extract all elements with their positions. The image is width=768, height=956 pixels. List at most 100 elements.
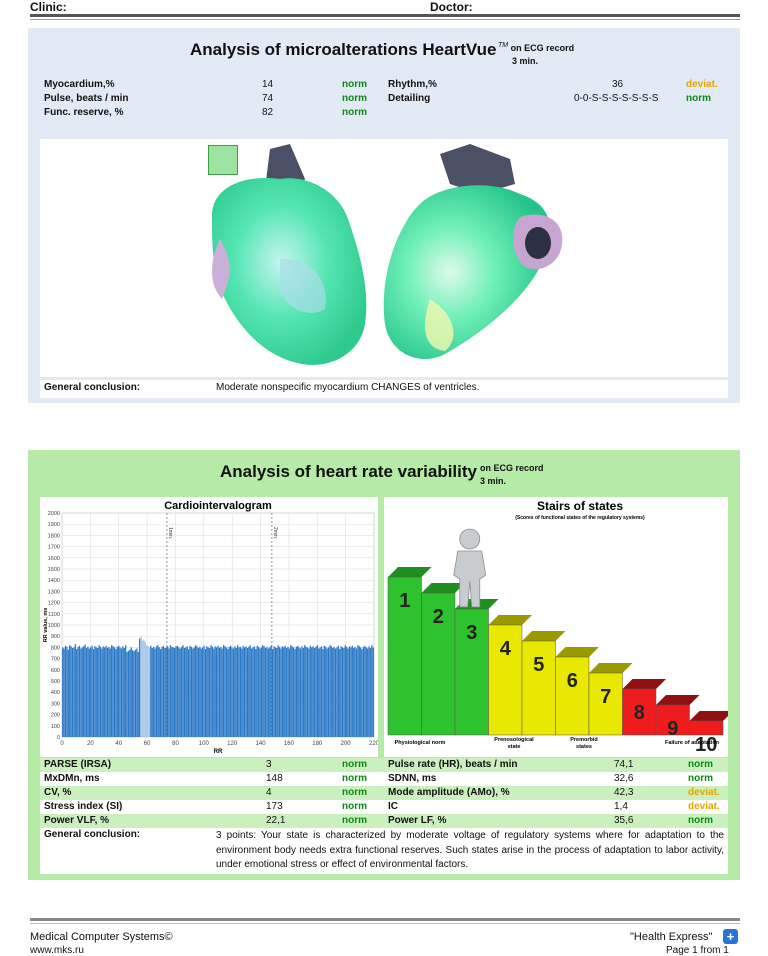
conclusion2-label: General conclusion: <box>44 829 141 840</box>
rr-bar <box>199 646 201 737</box>
rr-bar <box>311 647 313 737</box>
metric-status: norm <box>686 93 711 104</box>
hrv-table-row: MxDMn, ms 148 norm SDNN, ms 32,6 norm <box>40 772 728 786</box>
rr-bar <box>270 645 272 737</box>
rr-bar <box>287 646 289 737</box>
rr-bar <box>319 647 321 737</box>
rr-bar <box>306 647 309 737</box>
heartvue-subtitle-line2: 3 min. <box>512 56 539 66</box>
rr-bar <box>318 648 320 737</box>
heart-3d-model-icon <box>211 144 563 365</box>
rr-bar <box>151 647 153 737</box>
rr-bar <box>105 645 107 737</box>
stair-number: 6 <box>567 670 578 692</box>
hrv-right-value: 32,6 <box>614 773 634 784</box>
metric-label: Pulse, beats / min <box>44 93 129 104</box>
rr-bar <box>351 645 353 737</box>
rr-bar <box>278 646 281 737</box>
rr-bar <box>337 645 339 737</box>
stair-top <box>656 695 700 705</box>
rr-bar <box>255 649 257 737</box>
tm-mark: TM <box>498 42 509 49</box>
rr-bar <box>164 647 166 737</box>
rr-bar <box>305 646 307 737</box>
rr-bar <box>273 646 275 737</box>
rr-bar <box>108 646 110 737</box>
rr-bar <box>292 647 295 737</box>
x-tick-label: 160 <box>284 741 295 747</box>
rr-bar <box>73 647 75 737</box>
y-tick-label: 1300 <box>48 589 60 595</box>
hrv-right-label: IC <box>388 801 398 812</box>
metric-status: norm <box>342 93 367 104</box>
rr-bar <box>90 647 92 737</box>
rr-bar <box>281 646 283 737</box>
y-tick-label: 100 <box>51 724 60 730</box>
rr-bar <box>196 646 198 737</box>
conclusion-label: General conclusion: <box>44 382 141 393</box>
rr-bar <box>344 645 346 737</box>
stair-category-label: Failure of adaptation <box>665 740 720 746</box>
x-axis-label: RR <box>214 749 223 755</box>
y-tick-label: 500 <box>51 679 60 685</box>
y-axis-label: RR value, ms <box>43 608 49 643</box>
x-tick-label: 80 <box>172 741 179 747</box>
hrv-right-label: Pulse rate (HR), beats / min <box>388 759 518 770</box>
metric-value: 36 <box>612 79 624 90</box>
rr-bar <box>357 645 359 737</box>
rr-bar <box>325 646 327 737</box>
hrv-right-value: 1,4 <box>614 801 628 812</box>
stair-top <box>522 631 566 641</box>
footer-url[interactable]: www.mks.ru <box>30 945 84 956</box>
stair-top <box>689 711 733 721</box>
y-tick-label: 1100 <box>48 612 60 618</box>
rr-bar <box>119 647 121 737</box>
rr-bar <box>91 645 93 737</box>
rr-bar <box>189 645 191 737</box>
metric-value: 74 <box>262 93 274 104</box>
stair-step <box>588 672 623 736</box>
hrv-left-value: 173 <box>266 801 283 812</box>
hrv-table-row: Power VLF, % 22,1 norm Power LF, % 35,6 norm <box>40 814 728 828</box>
x-tick-label: 180 <box>312 741 323 747</box>
rr-bar <box>313 647 316 737</box>
rr-bar <box>340 646 342 737</box>
hrv-left-value: 3 <box>266 759 272 770</box>
rr-bar <box>283 647 285 737</box>
rr-bar <box>365 647 367 737</box>
hrv-left-label: CV, % <box>44 787 72 798</box>
rr-bar <box>92 649 95 737</box>
x-tick-label: 140 <box>256 741 267 747</box>
rr-bar <box>369 647 372 737</box>
rr-bar <box>183 647 186 737</box>
rr-bar <box>118 645 120 737</box>
rr-bar <box>213 648 215 737</box>
rr-bar <box>99 646 102 737</box>
stairs-title: Stairs of states <box>537 499 623 513</box>
hrv-subtitle-line2: 3 min. <box>480 476 507 486</box>
y-tick-label: 1700 <box>48 545 60 551</box>
y-tick-label: 1500 <box>48 567 60 573</box>
rr-bar <box>218 647 221 737</box>
rr-bar <box>81 647 83 737</box>
rr-bar <box>360 647 362 737</box>
rr-bar <box>271 649 274 737</box>
rr-bar <box>122 646 124 737</box>
y-tick-label: 900 <box>51 634 60 640</box>
stair-category-label: Physiological norm <box>395 740 446 746</box>
metric-value: 82 <box>262 107 274 118</box>
rr-bar <box>245 646 247 737</box>
rr-bar <box>70 646 72 737</box>
hrv-right-label: SDNN, ms <box>388 773 437 784</box>
rr-bar <box>309 645 311 737</box>
rr-bar <box>201 647 204 737</box>
hrv-subtitle-line1: on ECG record <box>480 463 544 473</box>
cardiointervalogram-panel: Cardiointervalogram 0 100 200 300 400 500 600 70… <box>40 497 380 757</box>
rr-bar <box>330 646 332 737</box>
y-tick-label: 800 <box>51 645 60 651</box>
rr-bar <box>155 646 158 737</box>
rr-bar <box>262 645 264 737</box>
chart-title: Cardiointervalogram <box>164 500 272 512</box>
time-marker-label: 2min. <box>272 527 278 539</box>
rr-bar <box>329 645 331 737</box>
